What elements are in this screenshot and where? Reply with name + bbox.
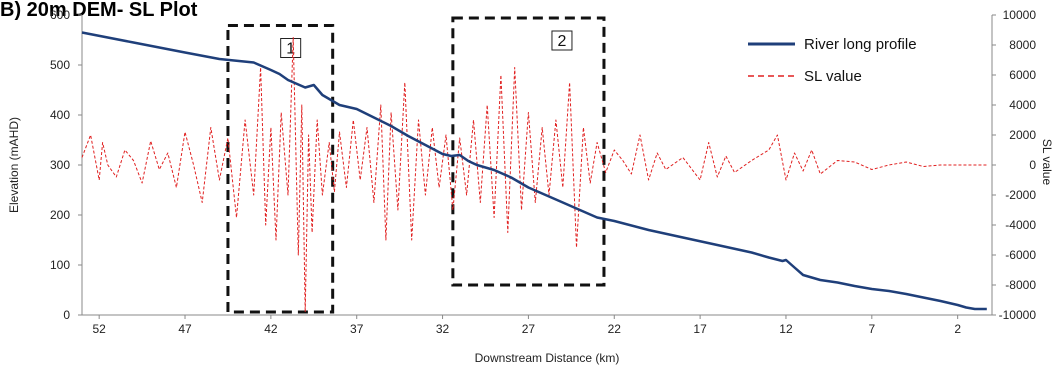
chart-title: B) 20m DEM- SL Plot	[0, 0, 198, 21]
y2-tick-label: -8000	[1005, 278, 1036, 292]
legend-label-river-profile: River long profile	[804, 36, 917, 53]
y2-tick-label: -4000	[1005, 218, 1036, 232]
x-tick-label: 47	[178, 322, 192, 336]
x-tick-label: 2	[954, 322, 961, 336]
y2-tick-label: 8000	[1009, 38, 1036, 52]
y2-tick-label: -2000	[1005, 188, 1036, 202]
series-line-sl-value	[81, 37, 987, 313]
y2-tick-label: 2000	[1009, 128, 1036, 142]
x-tick-label: 17	[693, 322, 707, 336]
y-tick-label: 300	[50, 158, 70, 172]
annotation-box-2	[451, 16, 606, 287]
axes-group: 52 47 42 37 32 27 22 17 12 7 20100200300400500600-…	[50, 8, 1036, 336]
series-line-river-profile	[81, 31, 987, 311]
x-axis-label: Downstream Distance (km)	[475, 351, 620, 365]
y-tick-label: 500	[50, 58, 70, 72]
x-tick-label: 12	[779, 322, 793, 336]
legend: River long profile SL value	[748, 36, 917, 85]
x-tick-label: 7	[868, 322, 875, 336]
annotation-box-1	[226, 24, 335, 314]
y2-tick-label: -6000	[1005, 248, 1036, 262]
series-group	[81, 31, 987, 313]
y2-tick-label: 10000	[1003, 8, 1037, 22]
x-tick-label: 32	[436, 322, 450, 336]
y2-tick-label: 4000	[1009, 98, 1036, 112]
y2-axis-label: SL value	[1040, 139, 1054, 186]
annotation-label-1: 1	[286, 41, 295, 58]
annotation-label-frame	[280, 38, 302, 58]
x-tick-label: 52	[92, 322, 106, 336]
y-tick-label: 100	[50, 258, 70, 272]
y-tick-label: 0	[63, 308, 70, 322]
y-tick-label: 200	[50, 208, 70, 222]
legend-label-sl-value: SL value	[804, 68, 862, 85]
y2-tick-label: -10000	[999, 308, 1037, 322]
y2-tick-label: 0	[1029, 158, 1036, 172]
y-tick-label: 400	[50, 108, 70, 122]
x-tick-label: 37	[350, 322, 364, 336]
x-tick-label: 27	[522, 322, 536, 336]
y-axis-label: Elevation (mAHD)	[7, 117, 21, 213]
x-tick-label: 22	[608, 322, 622, 336]
y-tick-label: 600	[50, 8, 70, 22]
annotation-label-2: 2	[558, 33, 567, 50]
x-tick-label: 42	[264, 322, 278, 336]
y2-tick-label: 6000	[1009, 68, 1036, 82]
annotation-label-frame	[551, 30, 573, 51]
